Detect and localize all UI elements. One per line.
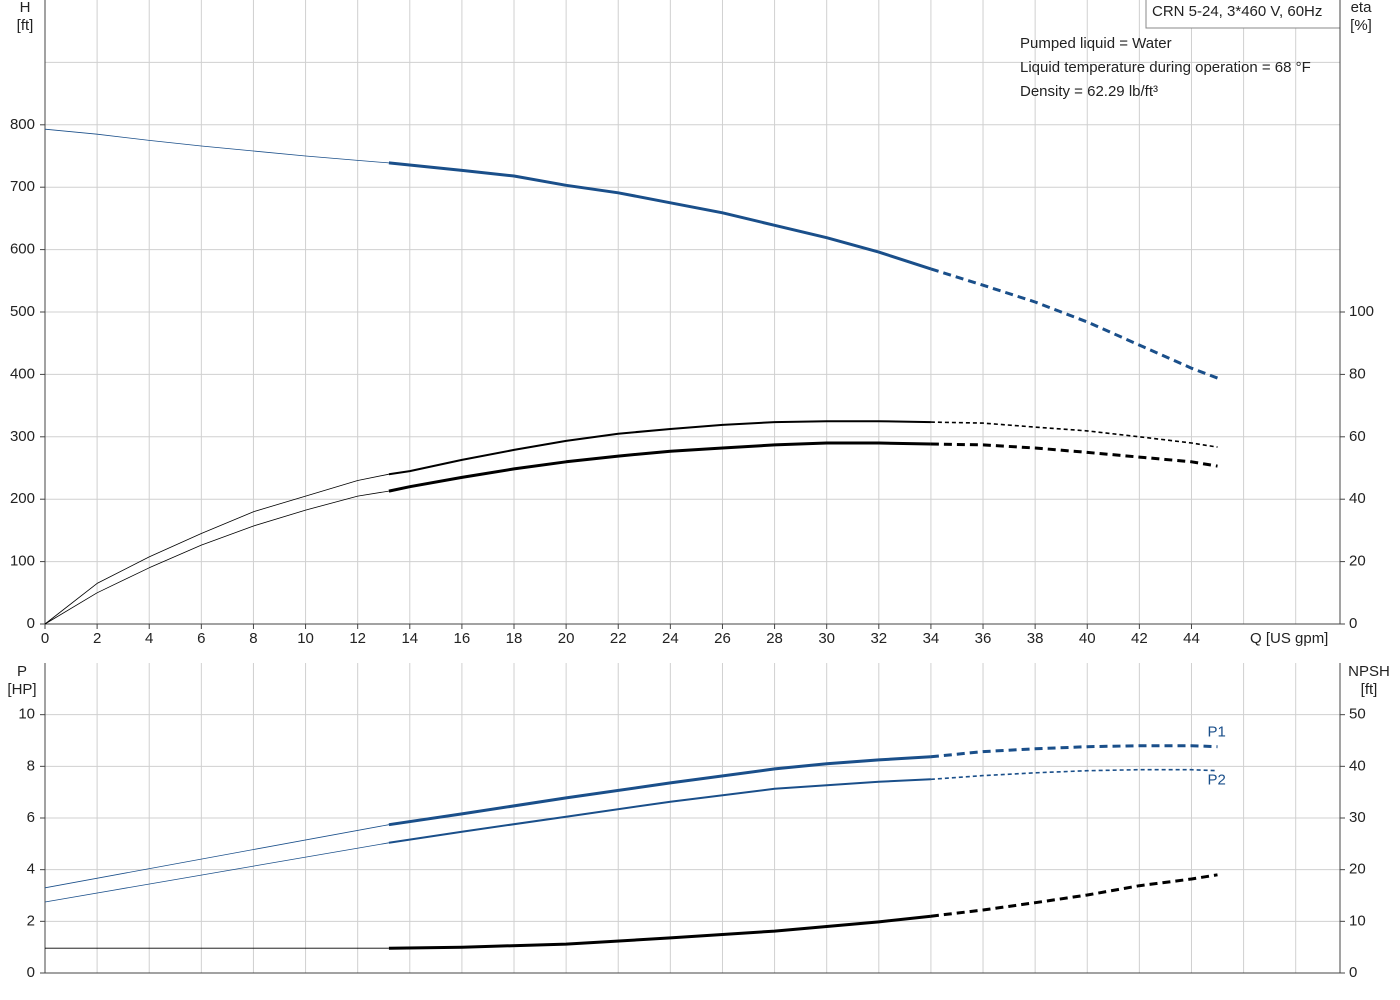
y2-tick-label: 40 <box>1349 757 1366 774</box>
y2-tick-label: 10 <box>1349 912 1366 929</box>
x-tick-label: 32 <box>870 630 887 647</box>
y-tick-label: 0 <box>27 964 35 981</box>
x-axis-label: Q [US gpm] <box>1250 630 1328 647</box>
y-tick-label: 10 <box>18 706 35 723</box>
y-tick-label: 800 <box>10 116 35 133</box>
x-tick-label: 26 <box>714 630 731 647</box>
x-tick-label: 18 <box>506 630 523 647</box>
y-tick-label: 6 <box>27 809 35 826</box>
title-box <box>1145 0 1341 29</box>
y-tick-label: 4 <box>27 861 35 878</box>
curve-thin <box>44 128 389 164</box>
y-tick-label: 2 <box>27 912 35 929</box>
y-axis-unit: [HP] <box>7 681 36 698</box>
x-tick-label: 14 <box>401 630 418 647</box>
x-tick-label: 36 <box>975 630 992 647</box>
series-label: P1 <box>1208 724 1226 741</box>
y2-tick-label: 80 <box>1349 365 1366 382</box>
y2-tick-label: 50 <box>1349 706 1366 723</box>
y2-tick-label: 40 <box>1349 490 1366 507</box>
y2-tick-label: 0 <box>1349 615 1357 632</box>
curve-medium <box>388 420 931 476</box>
y-tick-label: 700 <box>10 178 35 195</box>
curve-thin <box>44 824 389 889</box>
curve-thin <box>44 473 389 625</box>
y-tick-label: 200 <box>10 490 35 507</box>
y2-tick-label: 20 <box>1349 553 1366 570</box>
y-axis-label: H <box>20 0 31 16</box>
x-tick-label: 24 <box>662 630 679 647</box>
y-tick-label: 500 <box>10 303 35 320</box>
y2-axis-unit: [%] <box>1350 17 1372 34</box>
x-tick-label: 40 <box>1079 630 1096 647</box>
x-tick-label: 22 <box>610 630 627 647</box>
curve-thick <box>388 914 932 950</box>
x-tick-label: 44 <box>1183 630 1200 647</box>
x-tick-label: 34 <box>923 630 940 647</box>
x-tick-label: 8 <box>249 630 257 647</box>
x-tick-label: 28 <box>766 630 783 647</box>
curve-dashed-thick <box>930 873 1218 918</box>
curve-thin <box>44 490 389 625</box>
y-tick-label: 0 <box>27 615 35 632</box>
chart-title: CRN 5-24, 3*460 V, 60Hz <box>1152 3 1322 20</box>
curve-thick <box>388 441 931 493</box>
y-tick-label: 100 <box>10 553 35 570</box>
curve-dashed-medium <box>930 421 1218 448</box>
y-tick-label: 600 <box>10 241 35 258</box>
x-tick-label: 2 <box>93 630 101 647</box>
y2-tick-label: 60 <box>1349 428 1366 445</box>
series-label: P2 <box>1208 772 1226 789</box>
curve-dashed-thick <box>930 442 1218 468</box>
curve-thick <box>388 755 931 827</box>
y-axis-label: P <box>17 663 27 680</box>
y2-tick-label: 20 <box>1349 861 1366 878</box>
y-tick-label: 8 <box>27 757 35 774</box>
curve-medium <box>388 778 931 844</box>
curve-dashed-thick <box>930 267 1219 380</box>
curve-thin <box>44 842 389 903</box>
x-tick-label: 38 <box>1027 630 1044 647</box>
y2-tick-label: 30 <box>1349 809 1366 826</box>
y2-tick-label: 100 <box>1349 303 1374 320</box>
x-tick-label: 10 <box>297 630 314 647</box>
y-tick-label: 400 <box>10 365 35 382</box>
annotation: Density = 62.29 lb/ft³ <box>1020 83 1158 100</box>
x-tick-label: 20 <box>558 630 575 647</box>
y-axis-unit: [ft] <box>17 17 34 34</box>
y2-axis-unit: [ft] <box>1361 681 1378 698</box>
y2-tick-label: 0 <box>1349 964 1357 981</box>
x-tick-label: 16 <box>454 630 471 647</box>
curve-thick <box>388 161 932 271</box>
x-tick-label: 42 <box>1131 630 1148 647</box>
annotation: Pumped liquid = Water <box>1020 35 1172 52</box>
x-tick-label: 4 <box>145 630 153 647</box>
y-tick-label: 300 <box>10 428 35 445</box>
x-tick-label: 12 <box>349 630 366 647</box>
annotation: Liquid temperature during operation = 68… <box>1020 59 1311 76</box>
x-tick-label: 6 <box>197 630 205 647</box>
y2-axis-label: NPSH <box>1348 663 1390 680</box>
x-tick-label: 30 <box>818 630 835 647</box>
x-tick-label: 0 <box>41 630 49 647</box>
curve-dashed-medium <box>930 768 1218 781</box>
curve-dashed-thick <box>930 744 1218 759</box>
y2-axis-label: eta <box>1351 0 1373 16</box>
